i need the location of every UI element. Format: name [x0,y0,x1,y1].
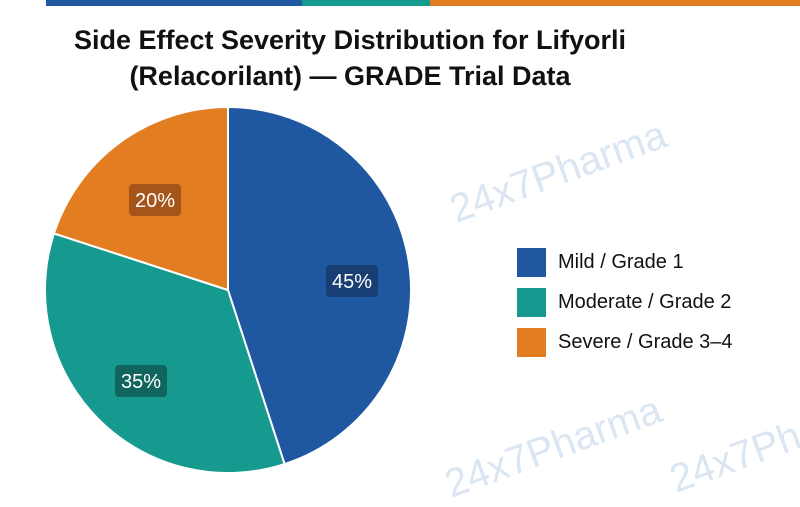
legend-swatch [517,287,546,317]
legend-swatch [517,247,546,277]
pie-slice-1 [227,105,412,466]
legend-item-severe: Severe / Grade 3–4 [517,327,733,357]
accent-bar-blue [46,0,302,6]
slice-label-bg [129,184,181,216]
legend-swatch [517,327,546,357]
chart-title: Side Effect Severity Distribution for Li… [0,22,700,94]
slice-label-bg [326,265,378,297]
title-line-2: (Relacorilant) — GRADE Trial Data [129,61,571,91]
legend-label: Moderate / Grade 2 [558,290,732,313]
legend-label: Mild / Grade 1 [558,250,684,273]
slice-label-text: 45% [332,271,372,293]
slice-label-3: 20% [129,184,181,216]
slice-label-2: 35% [115,365,167,397]
legend-item-mild: Mild / Grade 1 [517,247,684,277]
slice-label-text: 20% [135,190,175,212]
slice-label-text: 35% [121,371,161,393]
pie-slice-2 [44,232,286,474]
slice-label-1: 45% [326,265,378,297]
title-line-1: Side Effect Severity Distribution for Li… [73,25,627,55]
slice-label-bg [115,365,167,397]
legend-item-moderate: Moderate / Grade 2 [517,287,731,317]
legend-label: Severe / Grade 3–4 [558,330,733,353]
accent-bar-teal [302,0,430,6]
accent-bar-orange [430,0,800,6]
